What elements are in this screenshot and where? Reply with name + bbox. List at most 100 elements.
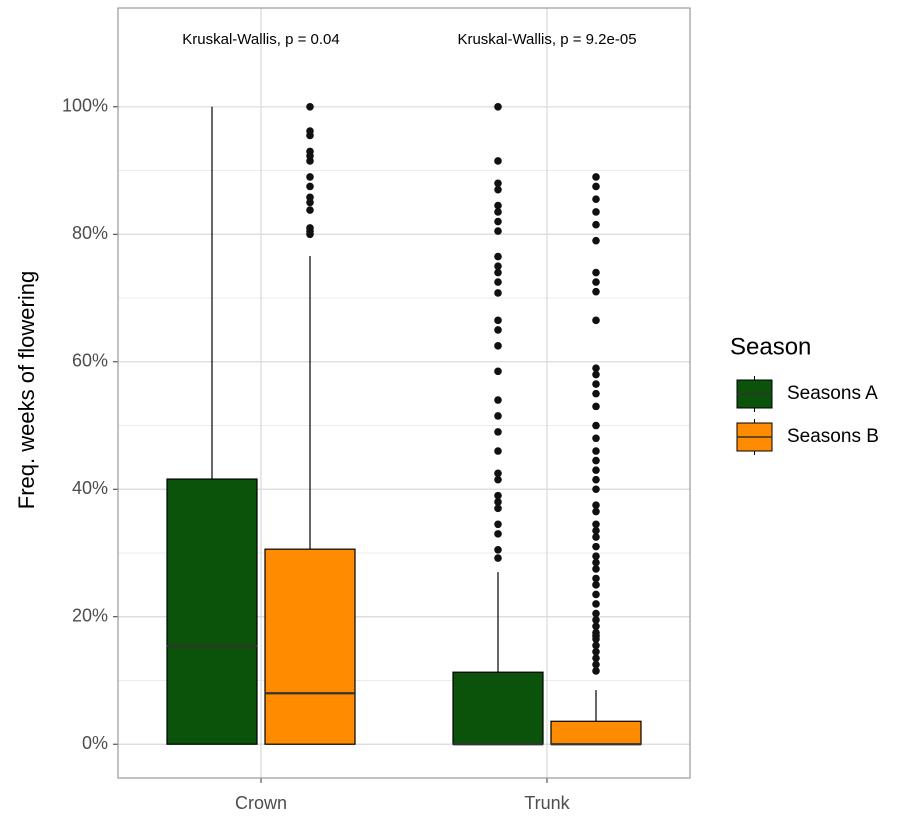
outlier: [592, 364, 600, 372]
y-axis-label: Freq. weeks of flowering: [14, 271, 39, 509]
outlier: [306, 127, 314, 135]
outlier: [494, 554, 502, 562]
outlier: [592, 421, 600, 430]
outlier: [494, 469, 502, 478]
y-tick-label: 20%: [72, 605, 108, 625]
outlier: [494, 491, 502, 500]
outlier: [592, 236, 600, 245]
outlier: [592, 195, 600, 204]
outlier: [592, 389, 600, 398]
outlier: [494, 201, 502, 210]
x-tick-label: Crown: [235, 793, 287, 813]
outlier: [494, 546, 502, 554]
outlier: [592, 268, 600, 277]
outlier: [494, 428, 502, 436]
outlier: [592, 501, 600, 509]
outlier: [592, 526, 600, 535]
box: [550, 720, 642, 745]
outlier: [494, 227, 502, 235]
outlier: [494, 262, 502, 270]
outlier: [592, 507, 600, 516]
outlier: [592, 173, 600, 181]
outlier: [592, 402, 600, 411]
outlier: [592, 574, 600, 583]
outlier: [494, 157, 502, 165]
y-tick-label: 100%: [62, 96, 108, 116]
outlier: [592, 654, 600, 662]
outlier: [494, 342, 502, 350]
y-tick-label: 0%: [82, 733, 108, 753]
box: [452, 671, 544, 745]
outlier: [592, 558, 600, 567]
outlier: [494, 252, 502, 261]
outlier: [592, 628, 600, 637]
outlier: [592, 533, 600, 541]
outlier: [494, 185, 502, 194]
outlier: [494, 217, 502, 226]
outlier: [306, 147, 314, 156]
outlier: [592, 660, 600, 669]
outlier: [592, 622, 600, 631]
outlier: [494, 326, 502, 334]
legend-label: Seasons B: [787, 426, 879, 447]
outlier: [494, 316, 502, 325]
outlier: [592, 616, 600, 624]
outlier: [592, 581, 600, 589]
annotation: Kruskal-Wallis, p = 0.04: [182, 31, 339, 48]
outlier: [592, 590, 600, 599]
outlier: [592, 647, 600, 656]
outlier: [592, 565, 600, 573]
outlier: [494, 289, 502, 297]
outlier: [592, 208, 600, 216]
outlier: [592, 667, 600, 675]
outlier: [494, 447, 502, 455]
outlier: [494, 412, 502, 420]
outlier: [494, 498, 502, 506]
outlier: [494, 268, 502, 277]
outlier: [494, 530, 502, 538]
outlier: [592, 370, 600, 379]
box: [264, 548, 356, 745]
outlier: [306, 224, 314, 232]
legend-label: Seasons A: [787, 383, 878, 404]
outlier: [592, 456, 600, 465]
outlier: [592, 609, 600, 618]
outlier: [592, 316, 600, 325]
outlier: [494, 396, 502, 404]
outlier: [494, 102, 502, 111]
x-tick-label: Trunk: [524, 793, 570, 813]
outlier: [592, 485, 600, 494]
outlier: [592, 552, 600, 560]
outlier: [494, 278, 502, 286]
outlier: [306, 173, 314, 181]
outlier: [494, 208, 502, 216]
outlier: [592, 447, 600, 455]
outlier: [494, 179, 502, 188]
outlier: [306, 102, 314, 111]
outlier: [306, 206, 314, 214]
outlier: [592, 475, 600, 484]
panel-border: [117, 7, 691, 779]
outlier: [592, 434, 600, 443]
box: [166, 478, 258, 745]
y-tick-label: 40%: [72, 478, 108, 498]
outlier: [592, 520, 600, 529]
outlier: [592, 466, 600, 474]
outlier: [592, 278, 600, 286]
outlier: [592, 380, 600, 388]
outlier: [592, 220, 600, 229]
outlier: [494, 475, 502, 484]
annotation: Kruskal-Wallis, p = 9.2e-05: [457, 31, 636, 48]
outlier: [592, 600, 600, 608]
outlier: [306, 193, 314, 202]
outlier: [306, 182, 314, 191]
outlier: [494, 504, 502, 513]
outlier: [592, 641, 600, 650]
y-tick-label: 80%: [72, 223, 108, 243]
outlier: [592, 542, 600, 551]
outlier: [592, 287, 600, 296]
y-tick-label: 60%: [72, 351, 108, 371]
outlier: [494, 367, 502, 376]
